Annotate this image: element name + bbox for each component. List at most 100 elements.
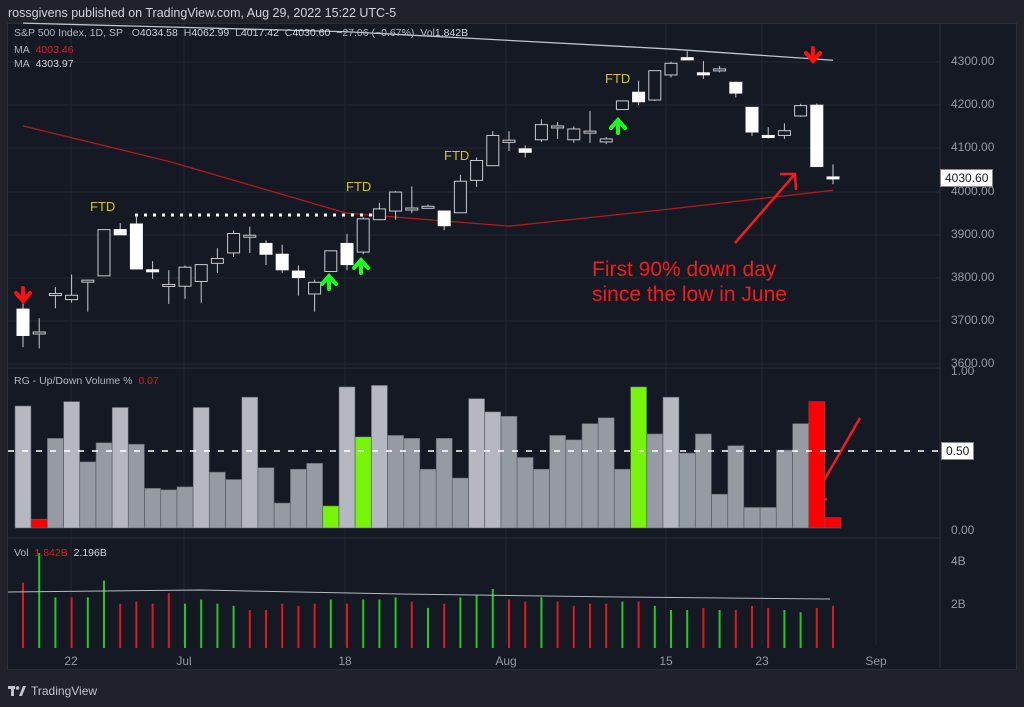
volume-tick: 4B — [951, 554, 966, 568]
up-down-volume-bar — [403, 438, 421, 529]
candle — [810, 104, 824, 168]
ftd-label: FTD — [90, 199, 116, 214]
candle — [794, 105, 808, 117]
ftd-label: FTD — [444, 148, 470, 163]
up-down-volume-bar — [549, 435, 566, 529]
vol-value: 1.842B — [434, 27, 469, 39]
up-down-volume-bar — [452, 477, 469, 529]
ma-short-legend: MA 4003.46 — [14, 44, 74, 56]
ma-long-line — [22, 22, 834, 61]
up-down-volume-bar — [695, 433, 712, 529]
candle — [178, 266, 192, 287]
up-down-volume-bar — [209, 471, 226, 529]
candle — [664, 62, 678, 76]
candle — [48, 293, 62, 297]
red-down-arrow-icon — [804, 46, 822, 65]
candle — [372, 208, 386, 221]
up-down-volume-bar — [176, 486, 194, 529]
candle — [210, 258, 224, 264]
high-value: 4062.99 — [191, 27, 230, 39]
up-down-volume-bar — [419, 468, 437, 529]
symbol-label: S&P 500 Index, 1D, SP — [14, 27, 123, 39]
up-down-volume-bar — [630, 386, 647, 529]
up-down-volume-bar — [468, 398, 485, 529]
candle — [162, 283, 176, 287]
candle — [777, 130, 791, 136]
candle — [551, 125, 565, 129]
candle — [194, 264, 208, 282]
candle — [421, 205, 435, 209]
up-down-volume-bar — [743, 507, 761, 529]
candle — [826, 176, 840, 180]
candle — [437, 210, 451, 227]
up-down-volume-bar — [727, 445, 745, 529]
up-down-volume-bar — [565, 439, 583, 529]
ma-long-legend: MA 4303.97 — [14, 58, 74, 70]
chart-frame[interactable] — [7, 23, 1017, 670]
candle — [129, 223, 143, 270]
candle — [486, 134, 500, 167]
annotation-arrow — [734, 172, 798, 244]
candle — [324, 250, 338, 273]
price-tick: 3800.00 — [951, 270, 995, 284]
tradingview-logo-icon — [8, 686, 26, 696]
up-down-volume-bar — [63, 401, 80, 529]
volume-ma-line — [7, 589, 831, 600]
candle — [113, 229, 127, 236]
up-down-volume-bar — [47, 438, 64, 529]
candle — [340, 242, 354, 266]
candle — [534, 124, 548, 141]
tradingview-logo[interactable]: TradingView — [8, 684, 97, 698]
up-down-volume-bar — [792, 423, 809, 529]
candle — [389, 191, 403, 212]
candle — [405, 207, 419, 211]
change-value: −27.06 (−0.67%) — [336, 27, 415, 39]
up-down-volume-bar — [128, 443, 145, 529]
up-down-volume-bar — [338, 386, 356, 529]
candle — [729, 81, 743, 94]
candle — [680, 57, 694, 61]
candle — [632, 91, 646, 103]
green-up-arrow-icon — [320, 272, 338, 291]
price-tick: 3900.00 — [951, 227, 995, 241]
up-down-volume-bar — [500, 415, 518, 529]
candle — [518, 148, 532, 153]
up-down-volume-bar — [30, 518, 48, 529]
candle — [356, 218, 370, 253]
up-down-volume-bar — [192, 407, 210, 529]
candle — [583, 130, 597, 134]
low-value: 4017.42 — [240, 27, 279, 39]
up-down-volume-bar — [371, 385, 388, 529]
time-label: Jul — [176, 654, 192, 668]
up-down-volume-bar — [273, 502, 291, 529]
up-down-volume-bar — [484, 411, 502, 529]
price-tick: 4200.00 — [951, 97, 995, 111]
candle — [615, 100, 629, 111]
ftd-label: FTD — [346, 179, 372, 194]
ma-long-value: 4303.97 — [35, 58, 74, 70]
price-tick: 4300.00 — [951, 54, 995, 68]
up-down-volume-bar — [14, 405, 32, 529]
candle — [696, 72, 710, 76]
up-down-volume-bar — [435, 438, 453, 529]
candle — [259, 242, 273, 255]
candle — [648, 70, 662, 101]
up-down-volume-bar — [111, 407, 129, 529]
up-down-volume-bar — [662, 396, 680, 529]
candle — [761, 134, 775, 138]
candle — [97, 229, 111, 277]
red-down-arrow-icon — [14, 286, 32, 305]
candle — [502, 139, 516, 143]
green-up-arrow-icon — [352, 256, 370, 275]
up-down-volume-bar — [776, 449, 793, 529]
price-tick: 4100.00 — [951, 140, 995, 154]
up-down-volume-bar — [160, 489, 178, 529]
indicator-value: 0.07 — [138, 375, 159, 387]
up-down-volume-bar — [581, 423, 599, 529]
candle — [745, 106, 759, 133]
time-label: 15 — [659, 654, 673, 668]
time-label: 23 — [755, 654, 769, 668]
volume-tick: 2B — [951, 597, 966, 611]
up-down-volume-bar — [711, 493, 728, 529]
